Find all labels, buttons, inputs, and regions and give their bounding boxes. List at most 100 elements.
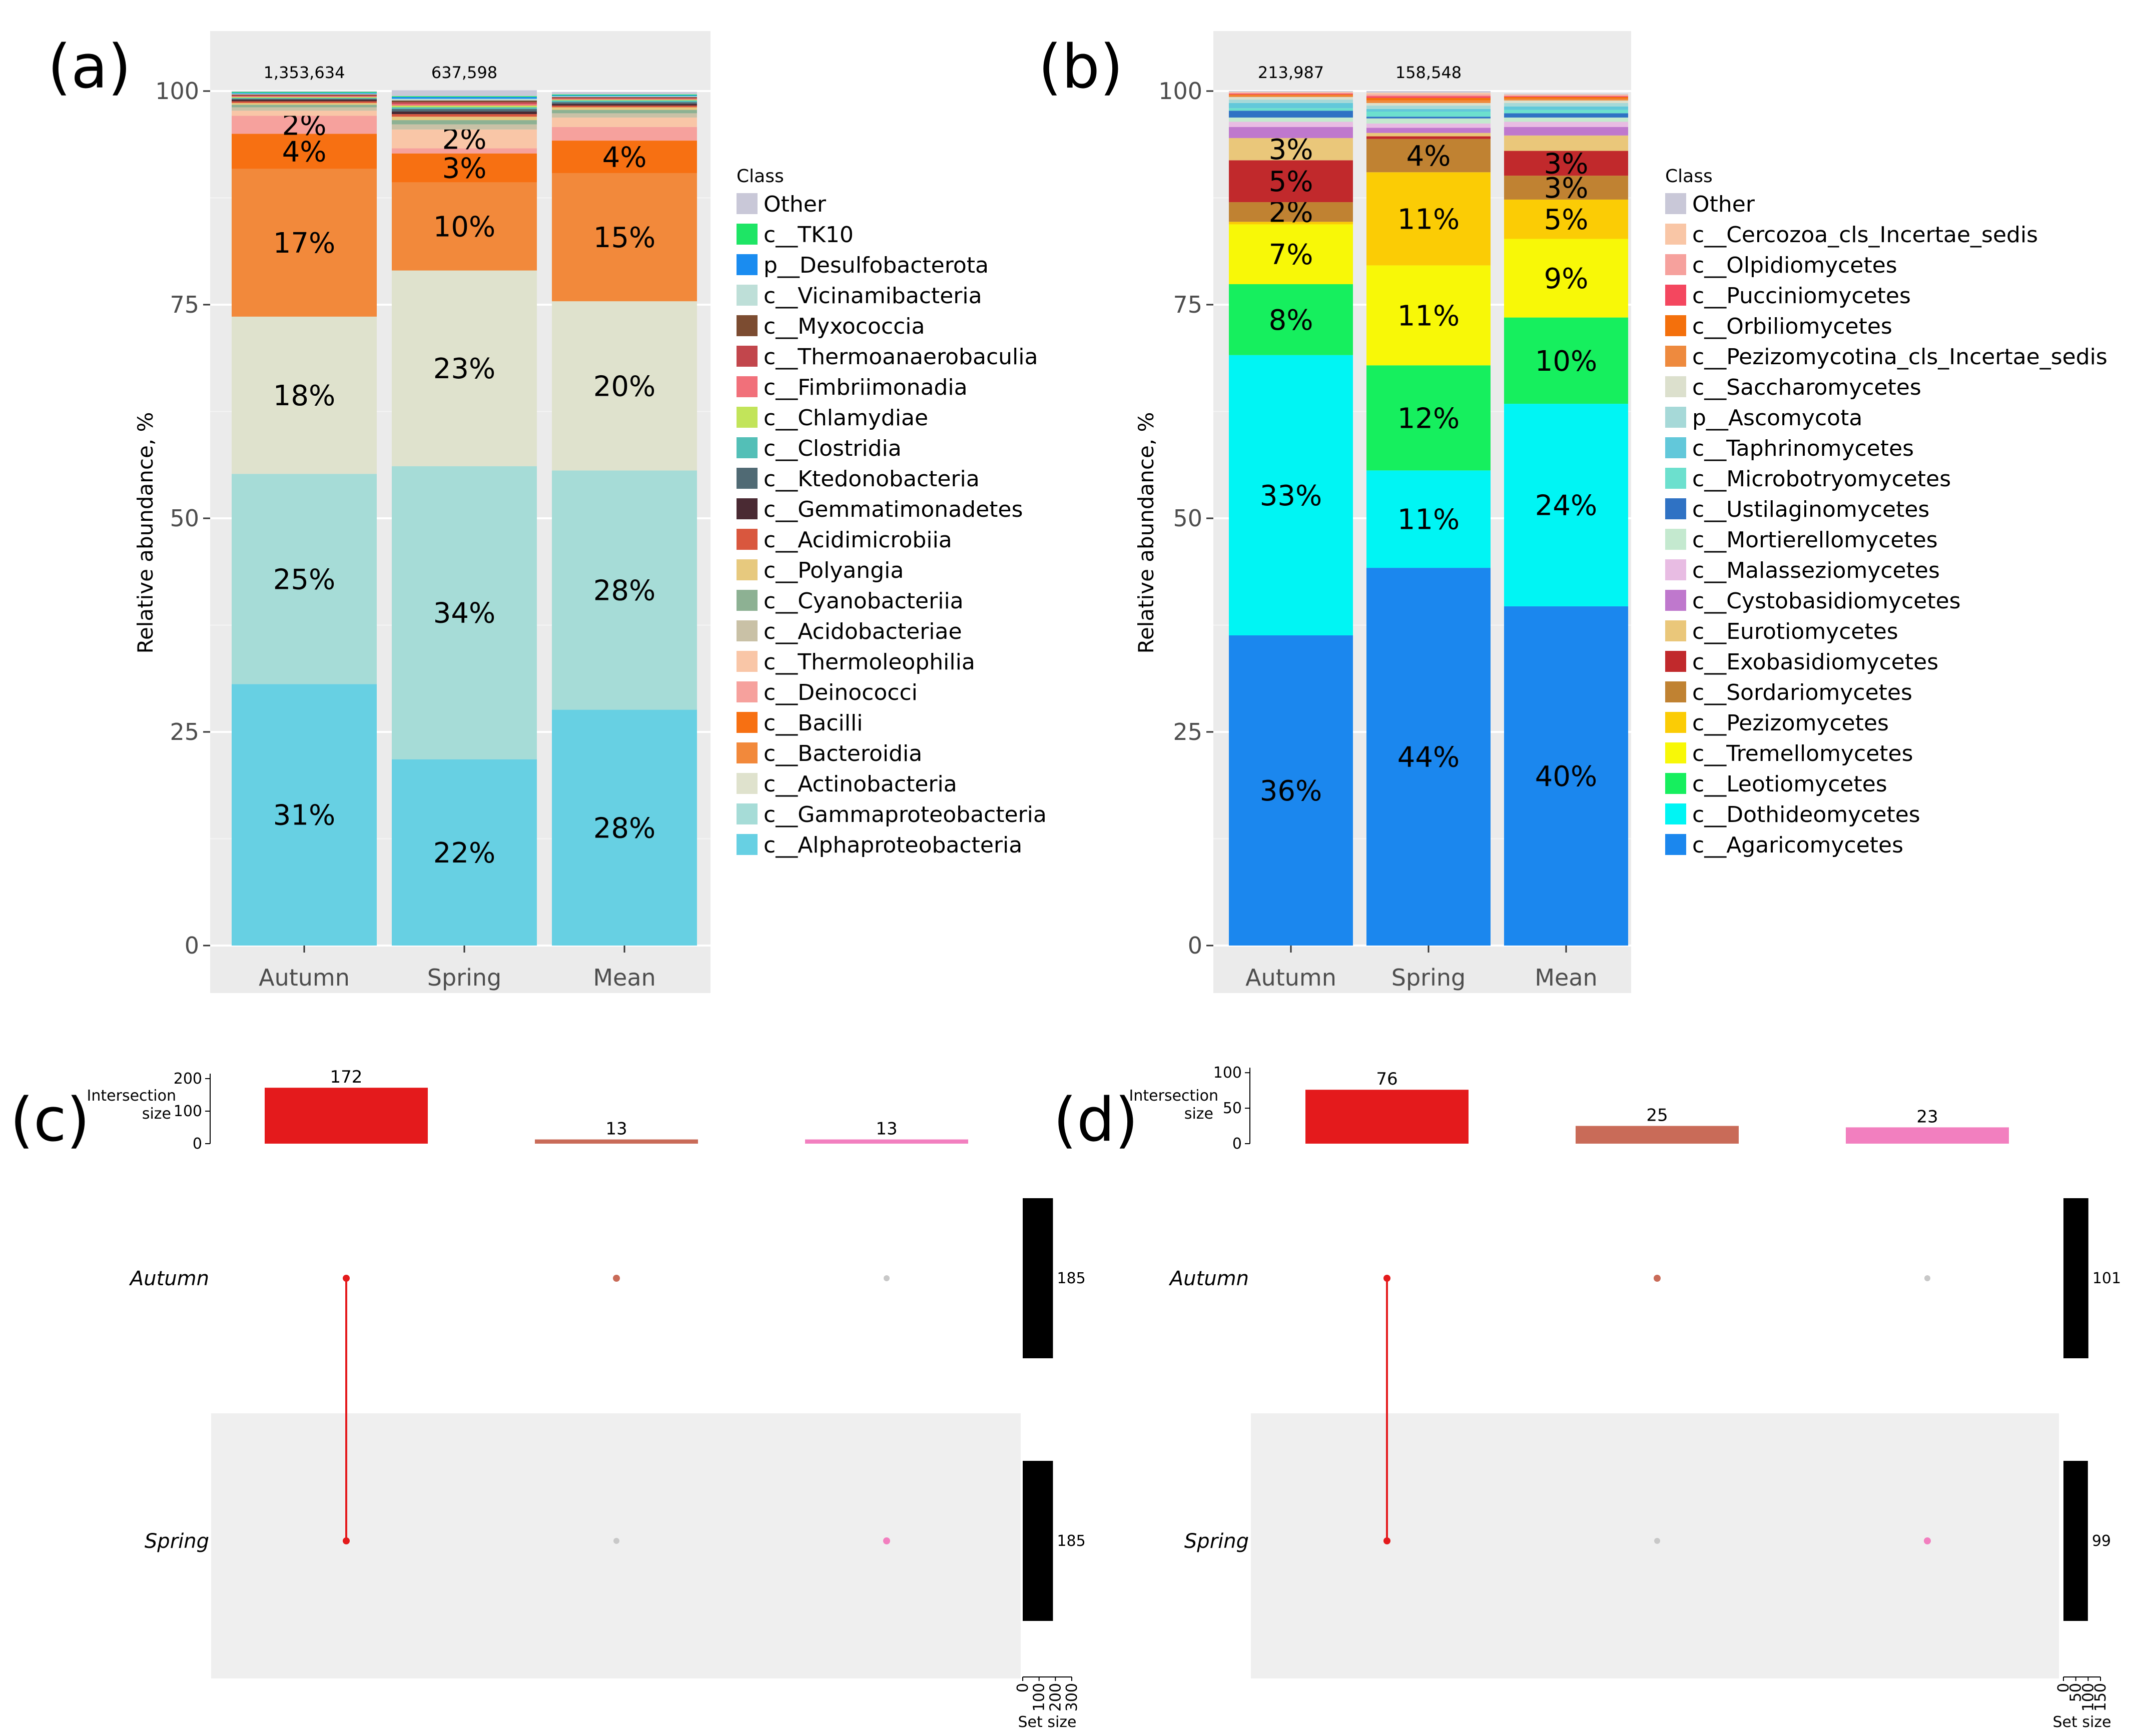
legend-item-label: c__Orbiliomycetes: [1692, 314, 1892, 339]
intersection-bar: [805, 1139, 968, 1144]
bar-segment: [1366, 136, 1491, 139]
legend-swatch: [1665, 620, 1686, 641]
bar-segment: [552, 95, 697, 97]
bar-segment: [1504, 127, 1628, 136]
bar-segment: [1366, 111, 1491, 117]
panel-b-chart: 36%33%8%7%2%5%3%213,98744%11%12%11%11%4%…: [1134, 31, 2107, 993]
set-size-tick-label: 50: [2067, 1683, 2085, 1702]
bar-segment: [232, 107, 377, 111]
bar-segment: [552, 100, 697, 101]
set-size-tick-label: 100: [2079, 1683, 2097, 1711]
legend-item-label: Other: [764, 192, 827, 217]
x-tick-label: Mean: [1535, 964, 1597, 991]
bar-segment: [392, 106, 537, 108]
bar-segment: [392, 182, 537, 271]
intersection-bar: [1846, 1127, 2009, 1144]
legend-item-label: c__Alphaproteobacteria: [764, 832, 1022, 858]
legend-item-label: c__Thermoanaerobaculia: [764, 344, 1038, 370]
intersection-value-label: 13: [876, 1119, 897, 1139]
set-size-bar: [1023, 1461, 1053, 1621]
legend-item-label: p__Ascomycota: [1692, 405, 1862, 431]
bar-segment: [552, 110, 697, 114]
bar-segment: [1504, 106, 1628, 110]
matrix-dot: [343, 1537, 350, 1544]
y-tick-label: 75: [170, 291, 199, 318]
bar-segment: [392, 109, 537, 112]
bar-segment: [1504, 94, 1628, 95]
bar-segment: [232, 105, 377, 108]
legend-item-label: c__Ustilaginomycetes: [1692, 497, 1929, 522]
matrix-dot: [343, 1275, 350, 1282]
legend-swatch: [1665, 285, 1686, 306]
legend-item-label: c__Acidimicrobiia: [764, 527, 952, 553]
bar-segment-label: 28%: [593, 812, 655, 844]
set-label: Spring: [145, 1530, 209, 1553]
bar-total-label: 637,598: [431, 63, 497, 82]
matrix-dot: [1383, 1275, 1390, 1282]
set-size-bar: [2063, 1461, 2088, 1621]
bar-segment: [552, 100, 697, 103]
y-tick-label: 50: [170, 505, 199, 532]
legend-swatch: [1665, 437, 1686, 458]
legend-swatch: [737, 529, 758, 550]
bar-total-label: 213,987: [1258, 63, 1324, 82]
legend-swatch: [1665, 681, 1686, 702]
bar-segment-label: 5%: [1544, 204, 1589, 236]
intersection-bar: [535, 1139, 698, 1144]
bar-segment: [1504, 99, 1628, 101]
bar-segment: [552, 106, 697, 108]
legend-item-label: c__Bacilli: [764, 710, 863, 736]
bar-segment: [1366, 265, 1491, 366]
bar-segment: [232, 94, 377, 96]
x-tick-label: Spring: [427, 964, 501, 991]
legend-swatch: [1665, 559, 1686, 580]
bar-segment: [1366, 91, 1491, 93]
x-tick-label: Autumn: [1245, 964, 1336, 991]
y-tick-label: 25: [1173, 718, 1202, 745]
legend-swatch: [1665, 651, 1686, 672]
set-size-value-label: 99: [2092, 1532, 2111, 1550]
legend-swatch: [737, 193, 758, 214]
bar-segment-label: 3%: [1544, 148, 1589, 180]
bar-segment: [1366, 96, 1491, 98]
matrix-dot: [1924, 1275, 1930, 1281]
bar-segment: [232, 316, 377, 474]
bar-segment-label: 36%: [1260, 775, 1322, 807]
bar-segment: [552, 107, 697, 110]
matrix-dot: [1383, 1537, 1390, 1544]
legend-swatch: [737, 437, 758, 458]
bar-segment: [1504, 606, 1628, 946]
bar-segment: [1366, 93, 1491, 95]
intersection-bar: [1305, 1090, 1469, 1144]
legend-item-label: c__Thermoleophilia: [764, 649, 975, 675]
legend-swatch: [737, 407, 758, 428]
bar-segment: [1504, 239, 1628, 318]
legend-item-label: Other: [1692, 192, 1755, 217]
bar-segment: [1229, 222, 1353, 225]
legend-item-label: c__Deinococci: [764, 680, 918, 705]
panel-a-chart: 31%25%18%17%4%2%1,353,63422%34%23%10%3%2…: [133, 31, 1047, 993]
bar-segment: [392, 129, 537, 149]
legend-item-label: c__Sordariomycetes: [1692, 680, 1912, 705]
bar-segment-label: 9%: [1544, 263, 1589, 295]
intersection-axis-title: size: [1184, 1105, 1213, 1123]
bar-segment: [1229, 284, 1353, 355]
legend-swatch: [737, 315, 758, 336]
bar-segment: [1229, 94, 1353, 96]
bar-segment: [392, 90, 537, 97]
panel-a-bars: 31%25%18%17%4%2%1,353,63422%34%23%10%3%2…: [232, 63, 697, 946]
legend-swatch: [737, 346, 758, 367]
intersection-tick-label: 0: [193, 1135, 202, 1153]
bar-segment: [1229, 635, 1353, 946]
legend-swatch: [1665, 498, 1686, 519]
bar-segment: [1229, 92, 1353, 93]
legend-item-label: c__Clostridia: [764, 436, 902, 461]
bar-segment: [552, 92, 697, 95]
bar-segment: [552, 102, 697, 104]
legend-item-label: c__Leotiomycetes: [1692, 771, 1887, 797]
bar-segment: [232, 101, 377, 103]
bar-segment: [1366, 128, 1491, 133]
bar-segment-label: 12%: [1397, 402, 1460, 435]
bar-segment: [232, 100, 377, 102]
legend-swatch: [1665, 834, 1686, 855]
